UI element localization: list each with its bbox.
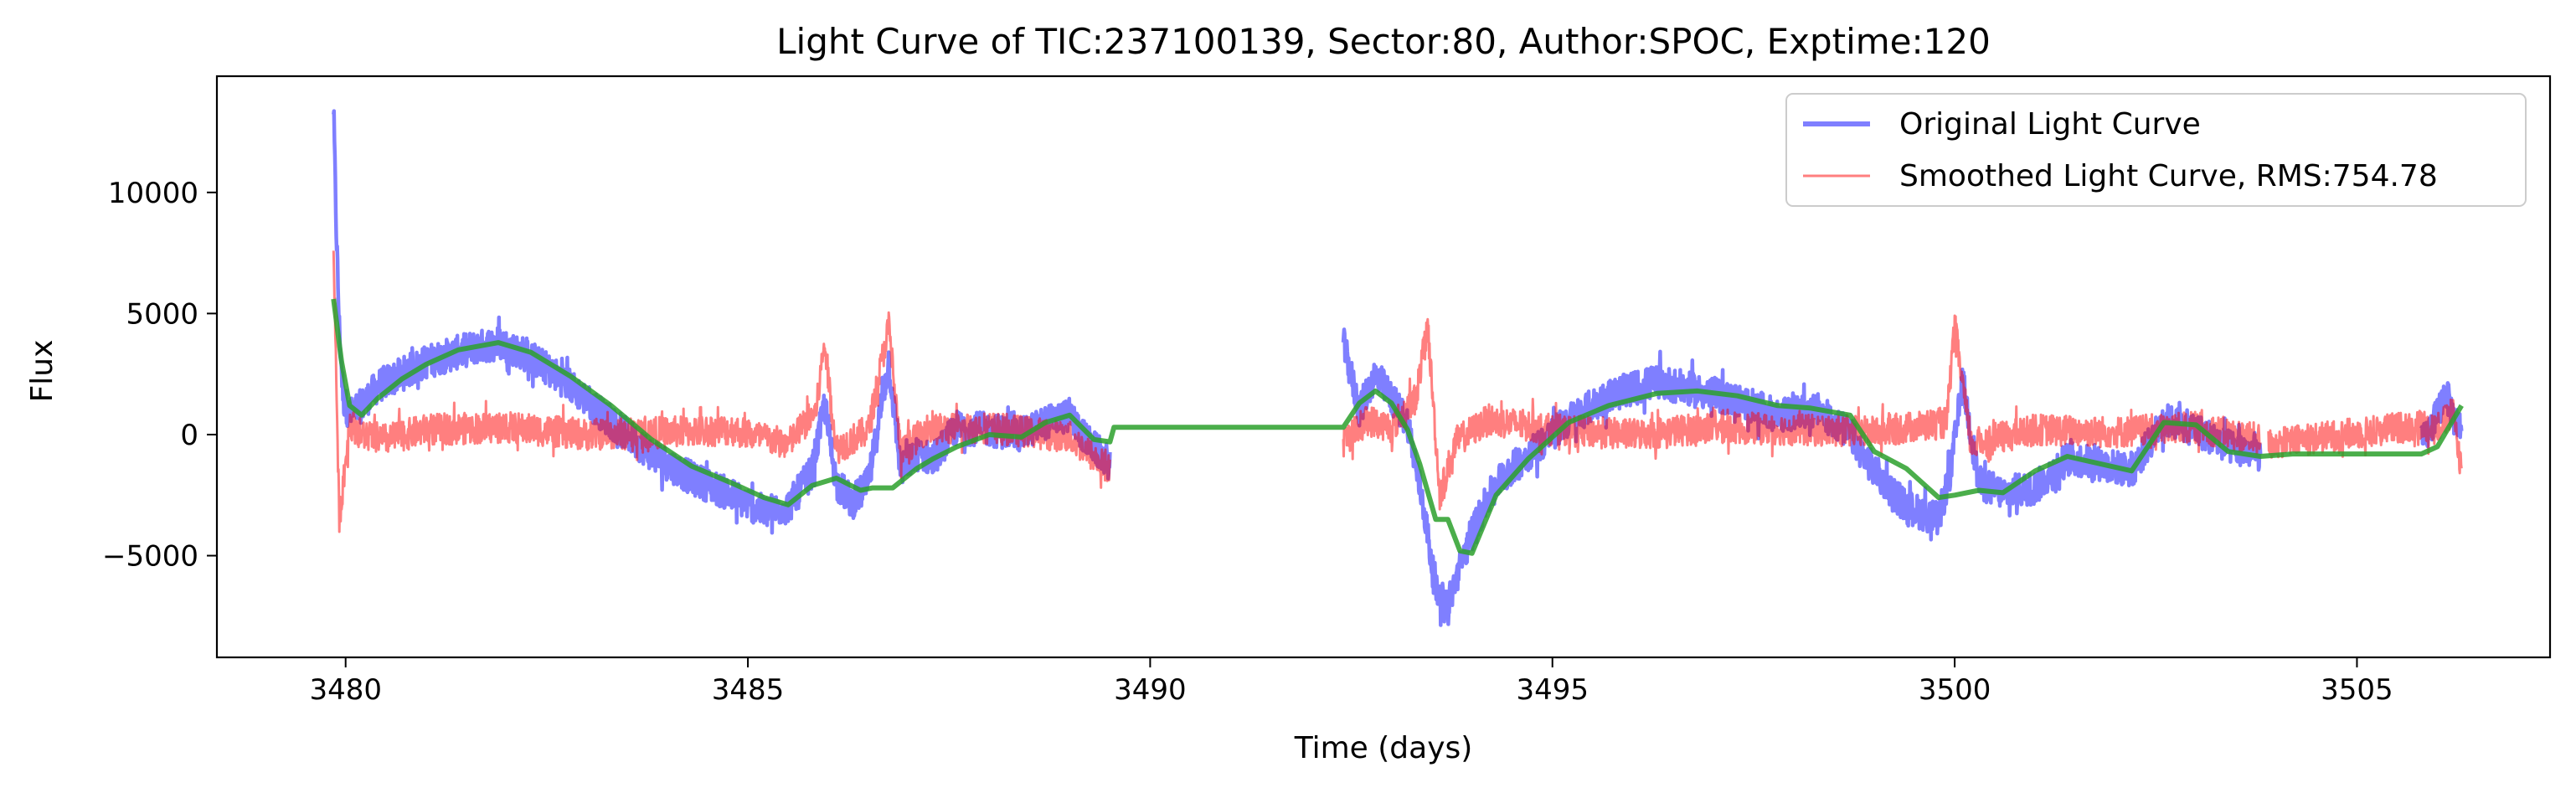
x-axis-label: Time (days) [1294,731,1473,765]
legend-label-original: Original Light Curve [1899,107,2201,142]
y-axis-ticks: −5000 0 5000 10000 [102,177,217,574]
x-tick-label: 3490 [1114,673,1187,707]
x-tick-label: 3495 [1516,673,1589,707]
chart-title: Light Curve of TIC:237100139, Sector:80,… [776,21,1991,62]
x-tick-label: 3505 [2321,673,2393,707]
series-smoothed-segment-0 [332,250,1111,533]
y-tick-label: −5000 [102,540,198,574]
y-tick-label: 0 [180,419,198,452]
plot-area [331,109,2464,627]
x-tick-label: 3500 [1919,673,1991,707]
legend-frame [1785,93,2527,207]
y-tick-label: 10000 [108,177,198,210]
series-trend-line [331,298,2464,556]
legend-label-smoothed: Smoothed Light Curve, RMS:754.78 [1899,159,2438,193]
y-tick-label: 5000 [126,297,198,331]
legend: Original Light Curve Smoothed Light Curv… [1785,93,2527,207]
x-tick-label: 3480 [309,673,382,707]
x-tick-label: 3485 [712,673,785,707]
series-smoothed-segment-1 [1342,314,2262,511]
x-axis-ticks: 3480 3485 3490 3495 3500 3505 [309,657,2393,707]
y-axis-label: Flux [25,340,59,403]
plot-frame [215,75,2552,659]
series-smoothed-segment-2 [2267,398,2463,475]
